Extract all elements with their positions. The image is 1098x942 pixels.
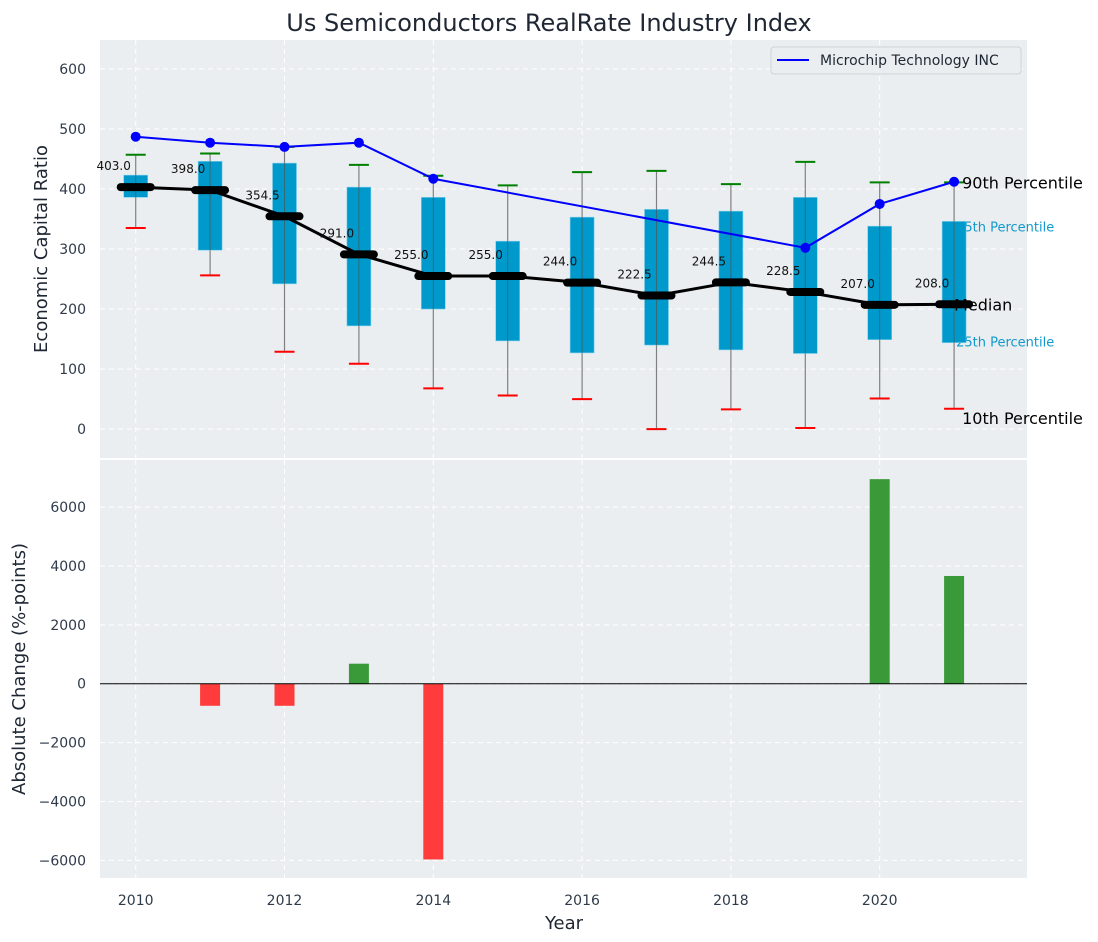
series-point	[205, 137, 216, 148]
annotation-75th-percentile: 75th Percentile	[956, 220, 1054, 235]
chart-title: Us Semiconductors RealRate Industry Inde…	[286, 9, 811, 37]
median-value-label: 228.5	[766, 264, 800, 278]
series-point	[874, 198, 885, 209]
series-line-microchip	[135, 135, 955, 249]
median-value-label: 255.0	[469, 248, 503, 262]
median-value-label: 208.0	[915, 276, 949, 290]
bottom-panel: 2010 2012 2014 2016 2018 2020 −6000 −4000 −2000 0…	[39, 460, 1027, 909]
series-point	[353, 137, 364, 148]
y-tick-label: 300	[59, 242, 86, 258]
y-tick-label: 200	[59, 302, 86, 318]
median-value-label: 207.0	[841, 277, 875, 291]
annotation-median: Median	[954, 295, 1012, 314]
series-point	[130, 131, 141, 142]
series-point	[949, 176, 960, 187]
change-bar	[274, 683, 295, 706]
series-point	[279, 141, 290, 152]
annotation-10th-percentile: 10th Percentile	[962, 409, 1083, 428]
y-tick-label: 400	[59, 182, 86, 198]
x-tick-label: 2014	[415, 893, 451, 909]
legend-box	[770, 46, 1022, 75]
y-tick-label: 0	[77, 677, 86, 693]
y-tick-label: −4000	[39, 794, 86, 810]
x-tick-label: 2020	[862, 893, 898, 909]
top-panel: 0 100 200 300 400 500 600 75th Percentile 25th P…	[59, 40, 1083, 458]
median-value-label: 244.0	[543, 255, 577, 269]
median-value-label: 244.5	[692, 254, 726, 268]
y-tick-label: 2000	[50, 618, 86, 634]
y-tick-label: −2000	[39, 736, 86, 752]
x-tick-label: 2010	[118, 893, 154, 909]
median-value-label: 255.0	[394, 248, 428, 262]
change-bar	[944, 575, 965, 684]
median-value-label: 403.0	[97, 159, 131, 173]
change-bar	[200, 683, 221, 706]
legend-label: Microchip Technology INC	[820, 53, 999, 69]
x-tick-label: 2012	[267, 893, 303, 909]
annotation-25th-percentile: 25th Percentile	[956, 336, 1054, 351]
y-tick-label: 500	[59, 122, 86, 138]
top-y-axis-label: Economic Capital Ratio	[31, 145, 52, 353]
legend: Microchip Technology INC	[770, 46, 1022, 75]
change-bar	[869, 479, 890, 684]
y-tick-label: 0	[77, 422, 86, 438]
change-bar	[423, 683, 444, 860]
change-bar	[348, 663, 369, 684]
median-value-label: 222.5	[617, 268, 651, 282]
median-value-label: 291.0	[320, 226, 354, 240]
y-tick-label: 600	[59, 62, 86, 78]
annotation-90th-percentile: 90th Percentile	[962, 173, 1083, 192]
series-point	[428, 173, 439, 184]
x-tick-label: 2018	[713, 893, 749, 909]
x-tick-label: 2016	[564, 893, 600, 909]
x-axis-label: Year	[544, 913, 584, 934]
series-point	[800, 242, 811, 253]
y-tick-label: 4000	[50, 559, 86, 575]
y-tick-label: 6000	[50, 500, 86, 516]
median-value-label: 354.5	[245, 188, 279, 202]
median-value-label: 398.0	[171, 162, 205, 176]
bottom-y-axis-label: Absolute Change (%-points)	[9, 543, 30, 795]
y-tick-label: −6000	[39, 853, 86, 869]
y-tick-label: 100	[59, 362, 86, 378]
